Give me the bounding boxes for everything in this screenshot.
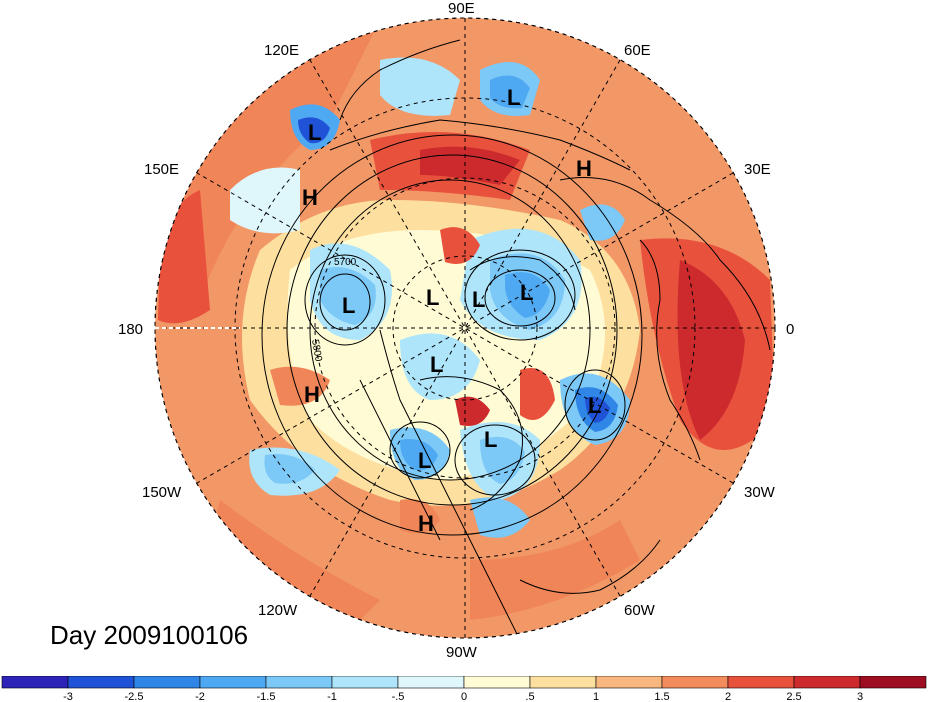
low-center: L bbox=[484, 427, 497, 452]
lon-label-90e: 90E bbox=[448, 0, 475, 17]
lon-label-150w: 150W bbox=[142, 484, 182, 501]
low-center: L bbox=[507, 85, 520, 110]
lon-label-30w: 30W bbox=[744, 484, 776, 501]
low-center: L bbox=[426, 285, 439, 310]
colorbar-swatch bbox=[529, 676, 597, 689]
colorbar-swatch bbox=[67, 676, 135, 689]
lon-label-90w: 90W bbox=[446, 644, 478, 661]
colorbar-tick-label: .5 bbox=[525, 691, 534, 702]
colorbar-tick-label: 3 bbox=[857, 691, 863, 702]
low-center: L bbox=[520, 280, 533, 305]
colorbar-tick-label: -1.5 bbox=[257, 691, 276, 702]
colorbar-tick-label: 2 bbox=[725, 691, 731, 702]
height-contours bbox=[261, 134, 643, 536]
low-center: L bbox=[588, 393, 601, 418]
colorbar-tick-label: 2.5 bbox=[786, 691, 801, 702]
lon-label-180: 180 bbox=[118, 321, 143, 338]
lon-label-0: 0 bbox=[786, 321, 794, 338]
low-center: L bbox=[472, 287, 485, 312]
colorbar-swatch bbox=[199, 676, 267, 689]
colorbar: -3 -2.5 -2 -1.5 -1 -.5 0 .5 1 1.5 2 2.5 3 bbox=[1, 676, 927, 702]
lon-label-120e: 120E bbox=[264, 42, 299, 59]
lon-label-60w: 60W bbox=[624, 602, 656, 619]
colorbar-swatch bbox=[595, 676, 663, 689]
high-center: H bbox=[302, 185, 318, 210]
colorbar-swatch bbox=[793, 676, 861, 689]
colorbar-tick-label: -2.5 bbox=[125, 691, 144, 702]
high-center: H bbox=[576, 156, 592, 181]
colorbar-swatch bbox=[727, 676, 795, 689]
lon-label-120w: 120W bbox=[258, 602, 298, 619]
high-center: H bbox=[418, 511, 434, 536]
colorbar-tick-label: -.5 bbox=[392, 691, 405, 702]
colorbar-swatch bbox=[265, 676, 333, 689]
high-center: H bbox=[304, 382, 320, 407]
colorbar-tick-label: -1 bbox=[327, 691, 337, 702]
contour-label-5800: 5800 bbox=[309, 339, 324, 363]
colorbar-swatch bbox=[661, 676, 729, 689]
colorbar-swatch bbox=[463, 676, 531, 689]
colorbar-swatch bbox=[859, 676, 927, 689]
longitude-labels: 90E 60E 30E 0 30W 60W 90W 120W 150W 180 … bbox=[118, 0, 794, 661]
anomaly-field bbox=[155, 18, 775, 638]
day-title: Day 2009100106 bbox=[50, 620, 249, 650]
low-center: L bbox=[418, 448, 431, 473]
low-center: L bbox=[308, 120, 321, 145]
lon-label-60e: 60E bbox=[624, 42, 651, 59]
colorbar-swatch bbox=[1, 676, 69, 689]
contour-label-5700: 5700 bbox=[334, 257, 357, 268]
colorbar-tick-label: 0 bbox=[461, 691, 467, 702]
lon-label-150e: 150E bbox=[144, 161, 179, 178]
low-center: L bbox=[430, 352, 443, 377]
colorbar-swatch bbox=[331, 676, 399, 689]
colorbar-tick-label: -2 bbox=[195, 691, 205, 702]
colorbar-tick-label: 1.5 bbox=[654, 691, 669, 702]
colorbar-swatch bbox=[133, 676, 201, 689]
colorbar-swatch bbox=[397, 676, 465, 689]
colorbar-tick-label: -3 bbox=[63, 691, 73, 702]
low-center: L bbox=[342, 293, 355, 318]
colorbar-tick-label: 1 bbox=[593, 691, 599, 702]
pressure-centers: L L L L L L L L L L H H H H bbox=[302, 85, 601, 536]
lon-label-30e: 30E bbox=[744, 161, 771, 178]
